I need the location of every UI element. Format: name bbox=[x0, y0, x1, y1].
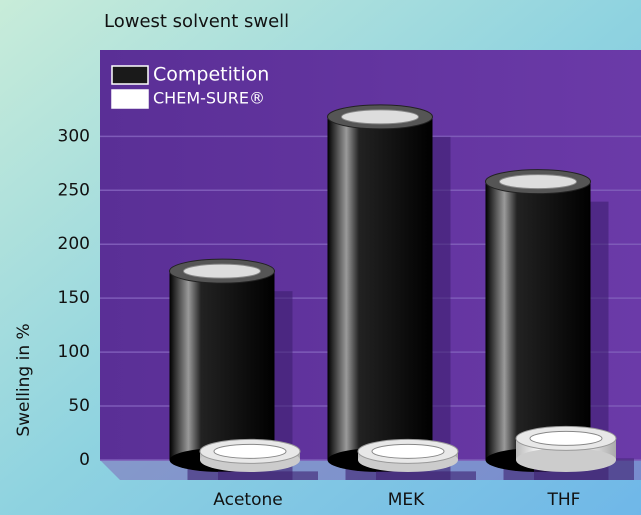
legend-label: CHEM-SURE® bbox=[153, 89, 265, 108]
legend-swatch bbox=[111, 89, 149, 109]
y-tick-label: 200 bbox=[58, 234, 90, 254]
x-tick-label: MEK bbox=[388, 490, 425, 510]
y-tick-label: 150 bbox=[58, 288, 90, 308]
bar-top-inner bbox=[341, 109, 419, 125]
bar-top-inner bbox=[499, 174, 577, 190]
bar-top-inner bbox=[213, 443, 287, 459]
y-tick-label: 300 bbox=[58, 126, 90, 146]
legend-label: Competition bbox=[153, 64, 269, 86]
bar bbox=[485, 181, 591, 460]
bar-shadow bbox=[218, 471, 318, 480]
y-tick-label: 250 bbox=[58, 180, 90, 200]
x-tick-label: Acetone bbox=[213, 490, 282, 510]
bar-base bbox=[516, 448, 616, 472]
bar-top-inner bbox=[529, 430, 603, 446]
bar-top-inner bbox=[183, 263, 261, 279]
chart-layer: 0 50 100 150 200 250 300 Competition CHEM-SURE® A… bbox=[58, 64, 641, 510]
bar-shadow bbox=[376, 471, 476, 480]
bar bbox=[327, 116, 433, 460]
chart-title: Lowest solvent swell bbox=[104, 11, 289, 32]
x-tick-label: THF bbox=[547, 490, 581, 510]
y-axis-label: Swelling in % bbox=[14, 323, 34, 436]
y-tick-label: 0 bbox=[79, 450, 90, 470]
legend-swatch bbox=[111, 65, 149, 85]
y-tick-label: 100 bbox=[58, 342, 90, 362]
y-tick-label: 50 bbox=[68, 396, 90, 416]
bar-top-inner bbox=[371, 443, 445, 459]
bar bbox=[169, 271, 275, 460]
